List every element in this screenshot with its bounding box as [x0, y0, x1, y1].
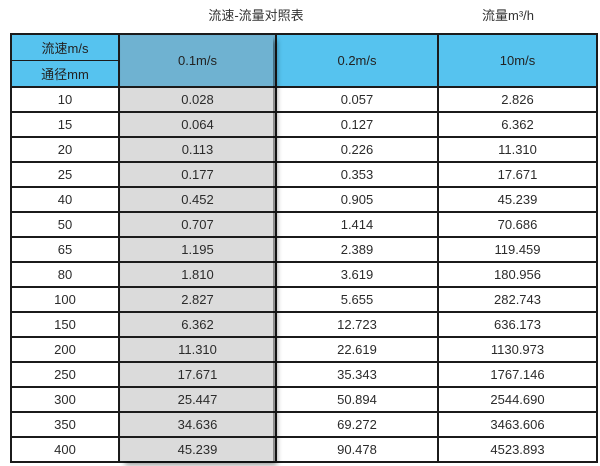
value-cell-v01: 0.452 — [118, 186, 277, 213]
diameter-cell: 300 — [10, 386, 120, 413]
value-cell-v10: 636.173 — [437, 311, 598, 338]
table-row: 50 0.707 1.414 70.686 — [10, 211, 598, 238]
diameter-cell: 10 — [10, 86, 120, 113]
flow-unit-label: 流量m³/h — [481, 8, 535, 23]
header-diameter-label: 通径mm — [10, 60, 120, 88]
table-row: 15 0.064 0.127 6.362 — [10, 111, 598, 138]
value-cell-v02: 50.894 — [275, 386, 439, 413]
table-row: 300 25.447 50.894 2544.690 — [10, 386, 598, 413]
value-cell-v02: 22.619 — [275, 336, 439, 363]
value-cell-v02: 69.272 — [275, 411, 439, 438]
header-velocity-label: 流速m/s — [10, 33, 120, 61]
table-row: 40 0.452 0.905 45.239 — [10, 186, 598, 213]
value-cell-v10: 180.956 — [437, 261, 598, 288]
header-col-v01: 0.1m/s — [118, 33, 277, 88]
table-row: 400 45.239 90.478 4523.893 — [10, 436, 598, 463]
diameter-cell: 400 — [10, 436, 120, 463]
diameter-cell: 350 — [10, 411, 120, 438]
table-row: 20 0.113 0.226 11.310 — [10, 136, 598, 163]
diameter-cell: 65 — [10, 236, 120, 263]
header-col-v02: 0.2m/s — [275, 33, 439, 88]
value-cell-v10: 1130.973 — [437, 336, 598, 363]
value-cell-v01: 0.028 — [118, 86, 277, 113]
table-row: 80 1.810 3.619 180.956 — [10, 261, 598, 288]
value-cell-v01: 0.177 — [118, 161, 277, 188]
value-cell-v10: 45.239 — [437, 186, 598, 213]
value-cell-v10: 11.310 — [437, 136, 598, 163]
table-row: 150 6.362 12.723 636.173 — [10, 311, 598, 338]
value-cell-v01: 25.447 — [118, 386, 277, 413]
value-cell-v10: 1767.146 — [437, 361, 598, 388]
diameter-cell: 200 — [10, 336, 120, 363]
value-cell-v01: 45.239 — [118, 436, 277, 463]
flow-rate-table: 流速m/s 0.1m/s 0.2m/s 10m/s 通径mm 10 0.028 … — [10, 33, 598, 463]
value-cell-v10: 6.362 — [437, 111, 598, 138]
diameter-cell: 20 — [10, 136, 120, 163]
table-row: 200 11.310 22.619 1130.973 — [10, 336, 598, 363]
value-cell-v01: 0.707 — [118, 211, 277, 238]
value-cell-v01: 0.113 — [118, 136, 277, 163]
value-cell-v01: 17.671 — [118, 361, 277, 388]
diameter-cell: 40 — [10, 186, 120, 213]
value-cell-v02: 0.057 — [275, 86, 439, 113]
value-cell-v02: 2.389 — [275, 236, 439, 263]
value-cell-v10: 17.671 — [437, 161, 598, 188]
table-row: 65 1.195 2.389 119.459 — [10, 236, 598, 263]
value-cell-v10: 2.826 — [437, 86, 598, 113]
table-row: 350 34.636 69.272 3463.606 — [10, 411, 598, 438]
value-cell-v01: 0.064 — [118, 111, 277, 138]
value-cell-v10: 282.743 — [437, 286, 598, 313]
diameter-cell: 50 — [10, 211, 120, 238]
value-cell-v01: 11.310 — [118, 336, 277, 363]
diameter-cell: 250 — [10, 361, 120, 388]
value-cell-v02: 3.619 — [275, 261, 439, 288]
value-cell-v01: 2.827 — [118, 286, 277, 313]
value-cell-v02: 0.353 — [275, 161, 439, 188]
value-cell-v01: 1.810 — [118, 261, 277, 288]
value-cell-v02: 0.127 — [275, 111, 439, 138]
table-body: 10 0.028 0.057 2.826 15 0.064 0.127 6.36… — [10, 86, 598, 463]
diameter-cell: 25 — [10, 161, 120, 188]
value-cell-v10: 70.686 — [437, 211, 598, 238]
value-cell-v01: 34.636 — [118, 411, 277, 438]
table-row: 25 0.177 0.353 17.671 — [10, 161, 598, 188]
value-cell-v02: 0.905 — [275, 186, 439, 213]
value-cell-v10: 3463.606 — [437, 411, 598, 438]
value-cell-v02: 5.655 — [275, 286, 439, 313]
value-cell-v02: 35.343 — [275, 361, 439, 388]
value-cell-v10: 4523.893 — [437, 436, 598, 463]
table-row: 100 2.827 5.655 282.743 — [10, 286, 598, 313]
value-cell-v02: 0.226 — [275, 136, 439, 163]
table-header: 流速m/s 0.1m/s 0.2m/s 10m/s 通径mm — [10, 33, 598, 88]
diameter-cell: 80 — [10, 261, 120, 288]
diameter-cell: 15 — [10, 111, 120, 138]
table-title: 流速-流量对照表 — [208, 8, 304, 23]
diameter-cell: 100 — [10, 286, 120, 313]
value-cell-v01: 6.362 — [118, 311, 277, 338]
table-row: 250 17.671 35.343 1767.146 — [10, 361, 598, 388]
value-cell-v02: 90.478 — [275, 436, 439, 463]
table-row: 10 0.028 0.057 2.826 — [10, 86, 598, 113]
value-cell-v10: 119.459 — [437, 236, 598, 263]
diameter-cell: 150 — [10, 311, 120, 338]
value-cell-v02: 1.414 — [275, 211, 439, 238]
header-col-v10: 10m/s — [437, 33, 598, 88]
value-cell-v01: 1.195 — [118, 236, 277, 263]
value-cell-v02: 12.723 — [275, 311, 439, 338]
value-cell-v10: 2544.690 — [437, 386, 598, 413]
